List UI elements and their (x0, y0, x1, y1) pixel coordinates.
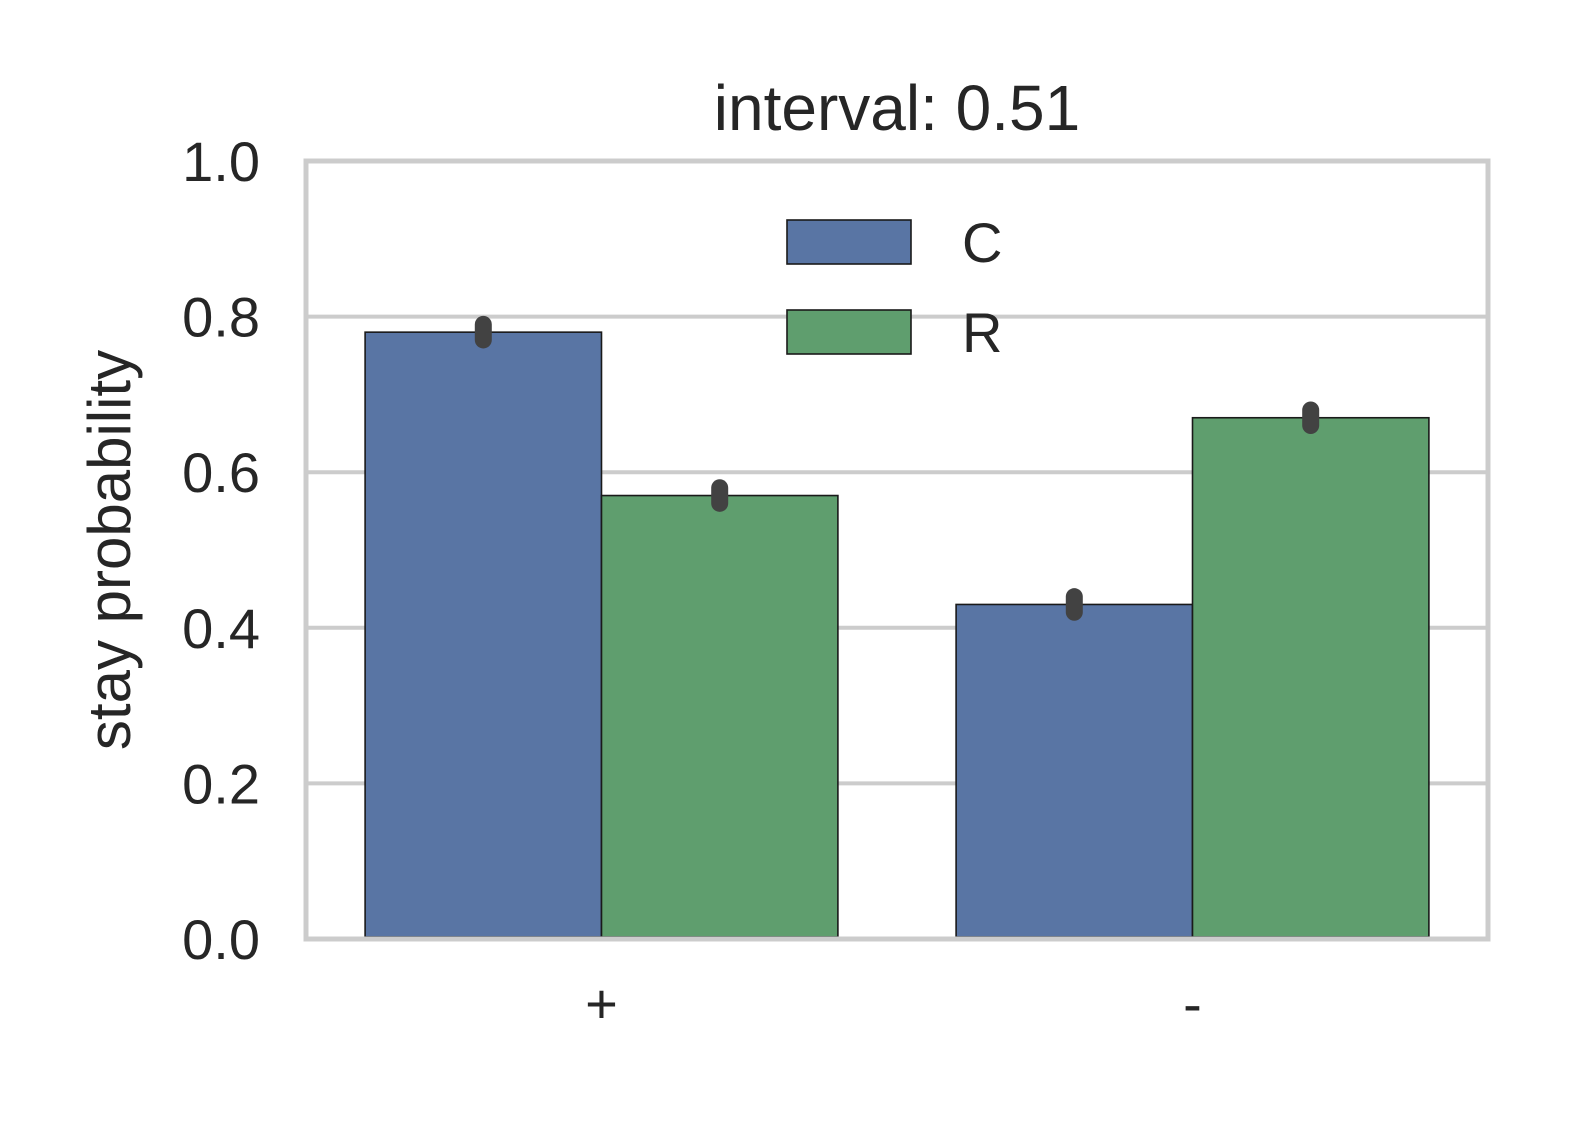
legend: CR (786, 211, 1002, 364)
bar-R-1 (1191, 416, 1430, 938)
legend-swatch-R (786, 309, 912, 355)
legend-label-R: R (962, 301, 1002, 364)
bar-C-0 (364, 331, 603, 938)
y-tick-label-2: 0.4 (182, 597, 260, 660)
y-axis-label: stay probability (76, 350, 143, 750)
y-tick-label-5: 1.0 (182, 130, 260, 193)
error-bars (474, 315, 1320, 621)
plot-frame (303, 158, 1491, 942)
x-tick-labels: + - (585, 972, 1202, 1035)
legend-label-C: C (962, 211, 1002, 274)
y-tick-labels: 0.0 0.2 0.4 0.6 0.8 1.0 (182, 130, 260, 971)
bars (364, 331, 1430, 938)
x-tick-label-1: - (1183, 972, 1202, 1035)
y-tick-label-3: 0.6 (182, 441, 260, 504)
chart-title: interval: 0.51 (714, 72, 1080, 144)
y-tick-label-1: 0.2 (182, 752, 260, 815)
bar-C-1 (955, 603, 1194, 938)
y-tick-label-0: 0.0 (182, 908, 260, 971)
y-tick-label-4: 0.8 (182, 286, 260, 349)
legend-swatch-C (786, 219, 912, 265)
bar-R-0 (600, 494, 839, 938)
x-tick-label-0: + (585, 972, 618, 1035)
